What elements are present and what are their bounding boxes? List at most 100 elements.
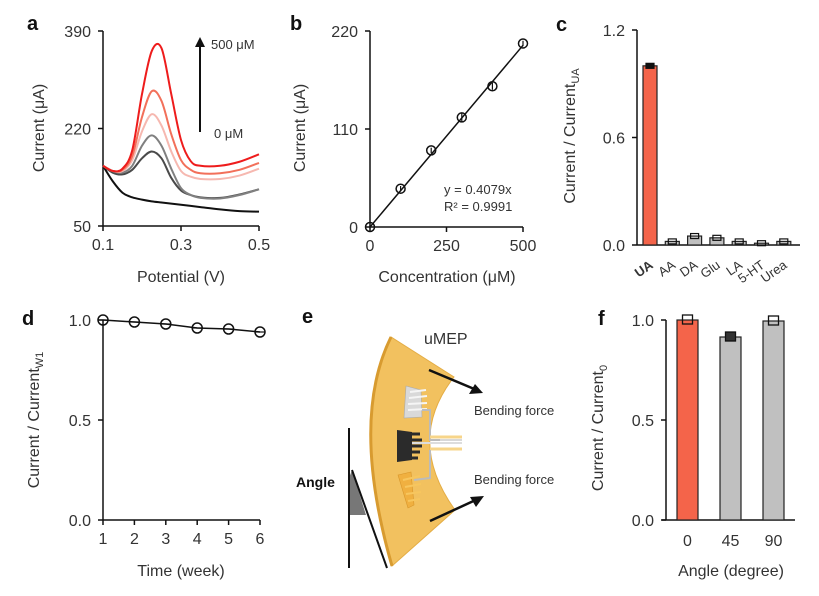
bar-90 — [762, 320, 785, 521]
y-axis-label-main: Current / Current — [590, 370, 607, 491]
y-tick-label: 1.0 — [632, 313, 654, 330]
y-tick-label: 0.5 — [69, 413, 91, 430]
arrow-head-icon — [195, 37, 205, 47]
y-tick-label: 0.5 — [632, 413, 654, 430]
x-tick-label: Urea — [758, 257, 790, 286]
x-tick-label: 3 — [161, 531, 170, 548]
x-tick-label: 0.5 — [248, 237, 270, 254]
x-tick-label: 0.3 — [170, 237, 192, 254]
x-tick-label: 4 — [193, 531, 202, 548]
panel-label-d: d — [22, 308, 34, 330]
device-label: uMEP — [424, 331, 468, 348]
y-tick-label: 1.2 — [603, 23, 625, 40]
y-tick-label: 0.6 — [603, 131, 625, 148]
angle-wedge — [349, 470, 366, 515]
angle-label: Angle — [296, 474, 335, 490]
bar-UA — [642, 65, 658, 246]
x-tick-label: 2 — [130, 531, 139, 548]
bending-force-arrow-top — [428, 368, 483, 394]
y-axis-label-main: Current (μA) — [31, 84, 48, 172]
data-point — [517, 38, 529, 49]
error-bar — [681, 314, 694, 325]
data-point — [456, 112, 468, 123]
x-tick-label: 45 — [722, 533, 740, 550]
annotation-0uM: 0 μM — [214, 126, 243, 141]
x-tick-label: 90 — [765, 533, 783, 550]
y-axis-label: Current (μA) — [31, 84, 48, 172]
error-bar — [645, 62, 655, 69]
y-axis-label-main: Current / Current — [562, 83, 579, 204]
y-axis-label-main: Current (μA) — [292, 84, 309, 172]
x-tick-label: 1 — [99, 531, 108, 548]
data-point — [395, 183, 406, 194]
electrode-black — [397, 430, 462, 462]
bar-Glu — [709, 237, 725, 246]
error-bar — [734, 238, 744, 245]
y-axis-label-subscript: 0 — [598, 365, 610, 371]
panel-label-b: b — [290, 13, 302, 35]
panel-label-a: a — [27, 13, 39, 35]
x-tick-label: 500 — [510, 238, 537, 255]
x-tick-label: 0 — [366, 238, 375, 255]
panel-label-f: f — [598, 308, 605, 330]
annotation-500uM: 500 μM — [211, 37, 255, 52]
bar-AA — [664, 240, 680, 246]
series-line-3 — [102, 113, 260, 181]
fit-equation: y = 0.4079x — [444, 182, 512, 197]
y-axis-label-subscript: UA — [570, 68, 582, 84]
x-tick-label: 250 — [433, 238, 460, 255]
x-tick-label: AA — [655, 257, 678, 279]
y-tick-label: 0.0 — [632, 513, 654, 530]
electrode-white — [403, 385, 440, 441]
error-bar — [767, 315, 780, 326]
y-tick-label: 1.0 — [69, 313, 91, 330]
x-tick-label: 0.1 — [92, 237, 114, 254]
x-axis-label: Angle (degree) — [678, 563, 784, 580]
y-axis-label: Current / CurrentW1 — [26, 352, 46, 489]
y-axis-label: Current / CurrentUA — [562, 68, 582, 204]
substrate-edge — [369, 336, 394, 567]
data-point — [97, 314, 109, 326]
bar-5-HT — [753, 242, 770, 246]
y-tick-label: 0.0 — [603, 238, 625, 255]
series-line-2 — [102, 134, 260, 200]
bending-force-arrow-bottom — [429, 496, 484, 523]
series-line-5 — [102, 42, 260, 173]
panel-a: a 50 220 390 0.1 0.3 0.5 Current (μA) Potential … — [27, 13, 270, 286]
error-bar — [667, 238, 677, 245]
x-axis-label: Potential (V) — [137, 269, 225, 286]
bar-Urea — [776, 240, 792, 246]
bending-force-label-top: Bending force — [474, 403, 554, 418]
y-tick-label: 0 — [349, 220, 358, 237]
fit-line — [369, 44, 524, 228]
data-point — [160, 318, 172, 330]
y-tick-label: 220 — [64, 122, 91, 139]
data-point — [425, 145, 437, 156]
data-point — [254, 326, 266, 338]
error-bar — [779, 238, 789, 245]
data-point — [128, 316, 141, 328]
bending-force-label-bottom: Bending force — [474, 472, 554, 487]
panel-d: d 0.0 0.5 1.0 1 2 3 4 5 6 Current / CurrentW1 Time … — [22, 308, 266, 580]
series-line — [102, 319, 261, 333]
y-tick-label: 50 — [73, 219, 91, 236]
data-point — [364, 221, 376, 233]
y-tick-label: 110 — [332, 122, 358, 139]
angle-line-diagonal — [351, 469, 388, 569]
data-point — [191, 322, 203, 334]
x-axis-label: Time (week) — [137, 563, 224, 580]
series-line-0 — [102, 165, 260, 213]
panel-b: b 0 110 220 0 250 500 Current (μA) Concentration… — [290, 13, 536, 286]
panel-e: e uMEP — [296, 306, 554, 569]
error-bar — [689, 232, 700, 240]
y-axis-label-main: Current / Current — [26, 368, 43, 489]
x-tick-label: 6 — [256, 531, 265, 548]
panel-f: f 0.0 0.5 1.0 Current / Current0 Angle (degre… — [590, 308, 795, 580]
y-axis-label: Current (μA) — [292, 84, 309, 172]
electrode-gold — [397, 450, 431, 509]
bar-45 — [719, 336, 742, 521]
y-tick-label: 220 — [331, 24, 358, 41]
y-tick-label: 0.0 — [69, 513, 91, 530]
error-bar — [724, 331, 737, 342]
